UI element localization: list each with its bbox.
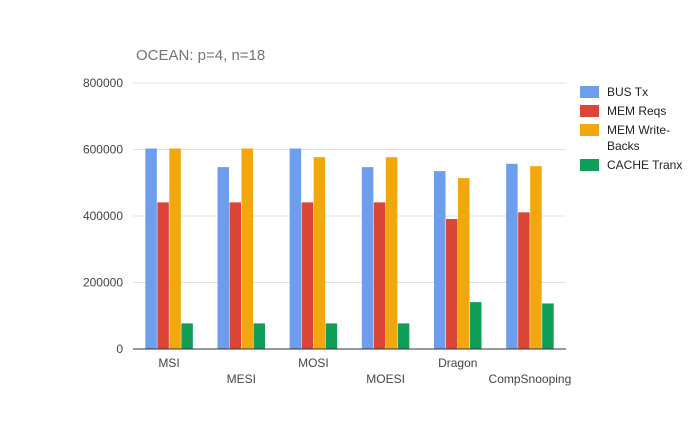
- bar-cache-tranx-mosi: [325, 323, 338, 349]
- y-tick-label: 400000: [83, 209, 123, 223]
- bar-mem-reqs-mesi: [229, 202, 241, 349]
- legend-label: BUS Tx: [607, 85, 648, 99]
- bar-cache-tranx-dragon: [470, 302, 482, 349]
- bar-mem-write-backs-msi: [169, 148, 181, 349]
- bar-cache-tranx-mesi: [253, 323, 265, 349]
- x-tick-label: MESI: [227, 372, 256, 386]
- legend-swatch: [580, 159, 599, 171]
- bar-bus-tx-dragon: [434, 171, 446, 349]
- bar-mem-write-backs-moesi: [385, 157, 398, 349]
- gridlines: [133, 82, 566, 283]
- legend: BUS Tx MEM Reqs MEM Write-Backs CACHE Tranx: [580, 85, 682, 172]
- bar-cache-tranx-msi: [181, 323, 193, 349]
- bars: [145, 148, 554, 349]
- x-tick-label: MOSI: [298, 356, 329, 370]
- bar-mem-write-backs-dragon: [458, 178, 470, 349]
- bar-mem-reqs-mosi: [301, 202, 314, 349]
- axes: 0 200000 400000 600000 800000 MSI MESI MOSI MOES…: [83, 76, 571, 386]
- legend-label: CACHE Tranx: [607, 158, 682, 172]
- bar-mem-write-backs-compsnooping: [530, 166, 542, 349]
- x-tick-label: MOESI: [366, 372, 405, 386]
- legend-label: MEM Write-Backs: [607, 123, 670, 153]
- bar-mem-write-backs-mesi: [241, 148, 253, 349]
- bar-bus-tx-mesi: [217, 167, 229, 349]
- bar-mem-reqs-msi: [157, 202, 169, 349]
- legend-swatch: [580, 105, 599, 117]
- legend-swatch: [580, 86, 599, 98]
- bar-bus-tx-moesi: [361, 167, 374, 349]
- bar-bus-tx-msi: [145, 148, 157, 349]
- bar-bus-tx-mosi: [289, 148, 302, 349]
- bar-bus-tx-compsnooping: [506, 163, 518, 349]
- legend-swatch: [580, 124, 599, 136]
- x-tick-label: MSI: [158, 356, 179, 370]
- bar-mem-reqs-compsnooping: [518, 212, 530, 349]
- bar-cache-tranx-compsnooping: [542, 303, 554, 349]
- bar-cache-tranx-moesi: [397, 323, 410, 349]
- bar-mem-reqs-dragon: [446, 218, 458, 349]
- y-tick-label: 600000: [83, 143, 123, 157]
- y-tick-label: 800000: [83, 76, 123, 90]
- bar-mem-write-backs-mosi: [313, 157, 326, 349]
- chart-title: OCEAN: p=4, n=18: [136, 47, 265, 64]
- x-tick-label: Dragon: [438, 356, 477, 370]
- legend-label: MEM Reqs: [607, 104, 666, 118]
- x-tick-label: CompSnooping: [489, 372, 572, 386]
- y-tick-label: 200000: [83, 276, 123, 290]
- bar-mem-reqs-moesi: [373, 202, 386, 349]
- y-tick-label: 0: [116, 342, 123, 356]
